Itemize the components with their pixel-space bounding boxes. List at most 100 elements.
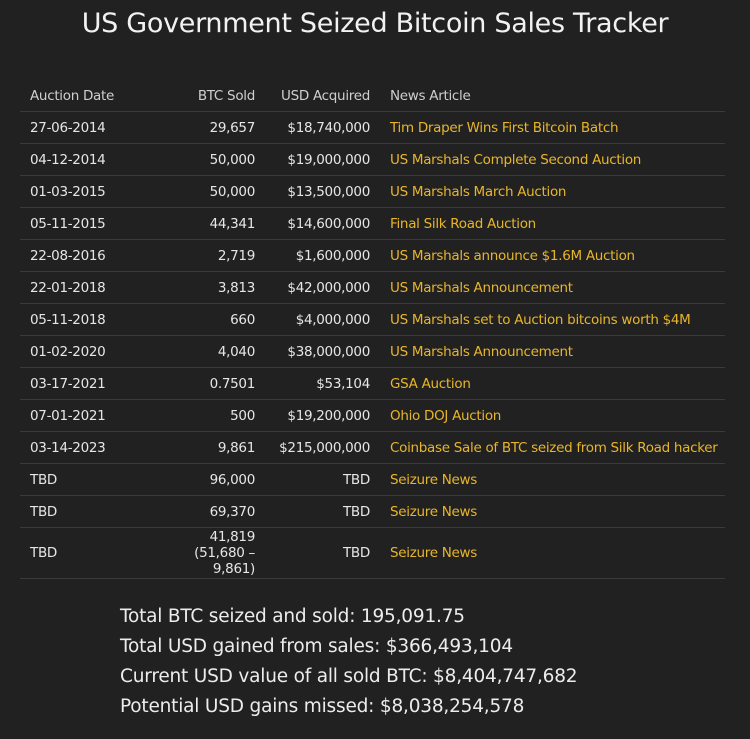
usd-acquired: $38,000,000 <box>255 335 370 368</box>
header-news-article: News Article <box>370 80 725 112</box>
table-row: 04-12-2014 50,000 $19,000,000 US Marshals C… <box>20 143 725 176</box>
btc-value: 96,000 <box>209 471 256 488</box>
header-btc-sold: BTC Sold <box>150 80 255 112</box>
table-row: 03-17-2021 0.7501 $53,104 GSA Auction <box>20 367 725 400</box>
news-article: Coinbase Sale of BTC seized from Silk Ro… <box>370 431 725 464</box>
usd-acquired: $4,000,000 <box>255 303 370 336</box>
btc-value: 44,341 <box>209 215 256 232</box>
table-row: 05-11-2015 44,341 $14,600,000 Final Silk Ro… <box>20 207 725 240</box>
btc-sold: 50,000 <box>150 175 256 208</box>
btc-sold: 96,000 <box>150 463 256 496</box>
btc-note: (51,680 – 9,861) <box>194 545 255 577</box>
usd-acquired: TBD <box>255 495 370 528</box>
usd-acquired: $19,200,000 <box>255 399 370 432</box>
btc-value: 500 <box>230 407 255 424</box>
news-article-link[interactable]: Seizure News <box>390 545 477 561</box>
usd-acquired: $14,600,000 <box>255 207 370 240</box>
btc-sold: 41,819 (51,680 – 9,861) <box>150 527 256 579</box>
btc-sold: 3,813 <box>150 271 255 304</box>
news-article: Seizure News <box>370 527 725 579</box>
auction-date: 05-11-2018 <box>20 303 150 336</box>
usd-acquired: $53,104 <box>255 367 370 400</box>
table-row: 03-14-2023 9,861 $215,000,000 Coinbase Sale… <box>20 431 725 464</box>
btc-sold: 44,341 <box>150 207 256 240</box>
btc-value: 9,861 <box>217 439 255 456</box>
usd-acquired: $19,000,000 <box>255 143 370 176</box>
usd-acquired: TBD <box>255 463 370 496</box>
news-article: Ohio DOJ Auction <box>370 399 725 432</box>
news-article: Tim Draper Wins First Bitcoin Batch <box>370 111 725 144</box>
news-article-link[interactable]: US Marshals announce $1.6M Auction <box>390 247 635 264</box>
usd-acquired: $215,000,000 <box>255 431 370 464</box>
news-article: US Marshals Announcement <box>370 271 725 304</box>
btc-value: 50,000 <box>209 151 256 168</box>
table-row: TBD 41,819 (51,680 – 9,861) TBD Seizure News <box>20 527 725 579</box>
table-row: 01-02-2020 4,040 $38,000,000 US Marshals An… <box>20 335 725 368</box>
btc-value: 29,657 <box>209 119 256 136</box>
auction-date: 01-03-2015 <box>20 175 150 208</box>
table-row: 05-11-2018 660 $4,000,000 US Marshals set t… <box>20 303 725 336</box>
potential-gains-missed: Potential USD gains missed: $8,038,254,5… <box>120 696 525 717</box>
news-article-link[interactable]: Tim Draper Wins First Bitcoin Batch <box>390 119 619 136</box>
btc-sold: 29,657 <box>150 111 256 144</box>
current-usd-value: Current USD value of all sold BTC: $8,40… <box>120 666 578 687</box>
news-article-link[interactable]: Coinbase Sale of BTC seized from Silk Ro… <box>390 439 718 456</box>
auction-date: 27-06-2014 <box>20 111 150 144</box>
table-row: TBD 96,000 TBD Seizure News <box>20 463 725 496</box>
btc-value: 41,819 <box>209 529 256 545</box>
auction-date: 01-02-2020 <box>20 335 150 368</box>
table-row: 07-01-2021 500 $19,200,000 Ohio DOJ Auction <box>20 399 725 432</box>
auction-date: 04-12-2014 <box>20 143 150 176</box>
news-article-link[interactable]: US Marshals set to Auction bitcoins wort… <box>390 311 691 328</box>
usd-acquired: $1,600,000 <box>255 239 370 272</box>
auction-date: TBD <box>20 527 150 579</box>
sales-table: Auction Date BTC Sold USD Acquired News … <box>20 80 725 579</box>
usd-acquired: $42,000,000 <box>255 271 370 304</box>
btc-value: 0.7501 <box>209 375 256 392</box>
btc-sold: 69,370 <box>150 495 255 528</box>
news-article-link[interactable]: US Marshals Announcement <box>390 343 573 360</box>
news-article-link[interactable]: Seizure News <box>390 471 477 488</box>
table-row: 27-06-2014 29,657 $18,740,000 Tim Draper Wi… <box>20 111 725 144</box>
page-title: US Government Seized Bitcoin Sales Track… <box>81 8 669 39</box>
table-row: 22-01-2018 3,813 $42,000,000 US Marshals An… <box>20 271 725 304</box>
news-article: GSA Auction <box>370 367 725 400</box>
news-article: US Marshals Announcement <box>370 335 725 368</box>
auction-date: 05-11-2015 <box>20 207 150 240</box>
table-header-row: Auction Date BTC Sold USD Acquired News … <box>20 80 725 112</box>
header-usd-acquired: USD Acquired <box>255 80 370 112</box>
totals-summary: Total BTC seized and sold: 195,091.75 To… <box>120 602 578 722</box>
btc-value: 50,000 <box>209 183 256 200</box>
btc-sold: 500 <box>150 399 255 432</box>
news-article: US Marshals Complete Second Auction <box>370 143 725 176</box>
btc-sold: 4,040 <box>150 335 255 368</box>
news-article-link[interactable]: US Marshals March Auction <box>390 183 567 200</box>
usd-acquired: $13,500,000 <box>255 175 370 208</box>
auction-date: 03-17-2021 <box>20 367 150 400</box>
news-article: Seizure News <box>370 463 725 496</box>
btc-value: 2,719 <box>217 247 255 264</box>
btc-value: 3,813 <box>217 279 255 296</box>
news-article-link[interactable]: US Marshals Complete Second Auction <box>390 151 642 168</box>
news-article-link[interactable]: Ohio DOJ Auction <box>390 407 502 424</box>
btc-sold: 0.7501 <box>150 367 256 400</box>
news-article-link[interactable]: Final Silk Road Auction <box>390 215 536 232</box>
btc-sold: 9,861 <box>150 431 255 464</box>
news-article: Final Silk Road Auction <box>370 207 725 240</box>
usd-acquired: TBD <box>255 527 370 579</box>
news-article-link[interactable]: GSA Auction <box>390 375 471 392</box>
btc-sold: 660 <box>150 303 255 336</box>
auction-date: 22-01-2018 <box>20 271 150 304</box>
auction-date: 03-14-2023 <box>20 431 150 464</box>
auction-date: 22-08-2016 <box>20 239 150 272</box>
auction-date: TBD <box>20 463 150 496</box>
usd-acquired: $18,740,000 <box>255 111 370 144</box>
news-article: US Marshals announce $1.6M Auction <box>370 239 725 272</box>
news-article-link[interactable]: Seizure News <box>390 503 477 520</box>
auction-date: 07-01-2021 <box>20 399 150 432</box>
btc-value: 660 <box>230 311 255 328</box>
table-row: 01-03-2015 50,000 $13,500,000 US Marshals M… <box>20 175 725 208</box>
btc-value: 4,040 <box>217 343 255 360</box>
news-article: US Marshals March Auction <box>370 175 725 208</box>
news-article-link[interactable]: US Marshals Announcement <box>390 279 573 296</box>
